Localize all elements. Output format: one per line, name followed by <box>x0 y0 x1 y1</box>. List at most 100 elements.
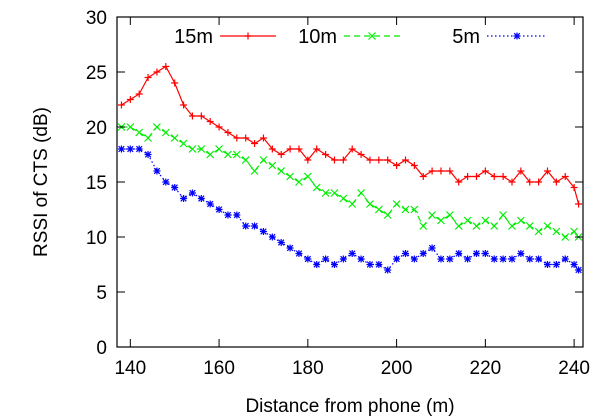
data-point-5m <box>117 145 125 153</box>
data-point-5m <box>526 255 534 263</box>
data-point-5m <box>126 145 134 153</box>
data-point-5m <box>188 189 196 197</box>
data-point-10m <box>268 161 277 170</box>
data-point-5m <box>517 250 525 257</box>
data-point-15m <box>135 90 143 98</box>
data-point-5m <box>575 266 583 274</box>
data-point-5m <box>410 255 418 263</box>
data-point-5m <box>180 195 188 202</box>
data-point-15m <box>144 74 152 81</box>
legend-label-5m: 5m <box>452 26 480 48</box>
data-point-15m <box>472 173 480 180</box>
data-point-10m <box>161 128 170 137</box>
data-point-5m <box>206 200 214 208</box>
legend-item-15m: 15m <box>174 26 276 48</box>
data-point-5m <box>197 195 205 202</box>
data-point-5m <box>499 255 507 263</box>
data-point-10m <box>330 189 339 197</box>
data-point-10m <box>534 227 543 236</box>
data-point-15m <box>126 96 134 103</box>
data-point-5m <box>357 255 365 263</box>
data-point-15m <box>375 156 383 164</box>
data-point-5m <box>251 222 259 230</box>
data-point-10m <box>392 200 401 208</box>
data-point-15m <box>419 173 427 180</box>
data-point-5m <box>233 211 241 219</box>
data-point-10m <box>232 150 241 159</box>
data-point-5m <box>322 255 330 263</box>
data-point-5m <box>446 255 454 263</box>
data-point-15m <box>552 178 560 186</box>
x-tick-label: 180 <box>292 358 324 379</box>
data-point-10m <box>188 145 197 153</box>
data-point-15m <box>268 145 276 153</box>
plot-area <box>117 17 583 347</box>
data-point-5m <box>259 228 267 235</box>
data-point-5m <box>419 250 427 257</box>
data-point-10m <box>303 172 312 181</box>
data-point-10m <box>516 216 525 225</box>
data-point-5m <box>268 233 276 241</box>
data-point-5m <box>348 250 356 257</box>
legend-marker-10m <box>368 32 376 40</box>
data-point-10m <box>419 222 428 230</box>
data-point-10m <box>126 123 135 131</box>
legend-item-5m: 5m <box>452 26 547 48</box>
data-point-10m <box>445 211 454 219</box>
y-tick-label: 15 <box>86 173 107 194</box>
legend-label-10m: 10m <box>298 26 337 48</box>
data-point-15m <box>197 112 205 120</box>
data-point-10m <box>224 150 232 159</box>
data-point-15m <box>277 151 285 158</box>
data-point-15m <box>384 156 392 164</box>
data-point-15m <box>180 101 188 109</box>
data-point-5m <box>570 261 578 268</box>
y-tick-label: 5 <box>96 283 107 304</box>
data-point-10m <box>463 216 472 225</box>
data-point-5m <box>552 261 560 268</box>
data-point-5m <box>472 250 480 257</box>
legend-marker-5m <box>513 32 521 40</box>
data-point-5m <box>144 151 152 158</box>
data-point-10m <box>215 145 224 153</box>
data-point-10m <box>374 205 383 214</box>
data-point-10m <box>153 123 161 131</box>
data-point-5m <box>286 244 294 252</box>
data-point-5m <box>330 261 338 268</box>
data-point-15m <box>117 101 125 109</box>
y-tick-label: 20 <box>86 118 107 139</box>
data-point-15m <box>526 178 534 186</box>
y-axis-label: RSSI of CTS (dB) <box>31 107 52 257</box>
data-point-10m <box>561 233 570 241</box>
data-point-15m <box>543 167 551 175</box>
data-point-15m <box>233 134 241 142</box>
series-10m-group <box>117 123 583 241</box>
data-point-5m <box>401 250 409 257</box>
data-point-15m <box>313 145 321 153</box>
data-point-15m <box>215 123 223 131</box>
data-point-5m <box>481 250 489 257</box>
y-tick-label: 25 <box>86 63 107 84</box>
data-point-15m <box>286 145 294 153</box>
data-point-10m <box>197 145 206 153</box>
data-point-15m <box>535 178 543 186</box>
data-point-10m <box>179 139 188 148</box>
data-point-10m <box>348 200 357 208</box>
data-point-15m <box>188 112 196 120</box>
data-point-10m <box>437 216 445 225</box>
data-point-10m <box>499 211 508 219</box>
data-point-15m <box>206 118 214 125</box>
data-point-10m <box>357 189 366 197</box>
data-point-10m <box>206 150 215 159</box>
data-point-5m <box>224 211 232 219</box>
data-point-5m <box>393 255 401 263</box>
data-point-5m <box>437 255 445 263</box>
data-point-10m <box>543 222 552 230</box>
data-point-5m <box>490 255 498 263</box>
data-point-5m <box>561 255 569 263</box>
data-point-15m <box>517 167 525 175</box>
data-point-10m <box>286 172 295 181</box>
data-point-15m <box>153 68 161 76</box>
